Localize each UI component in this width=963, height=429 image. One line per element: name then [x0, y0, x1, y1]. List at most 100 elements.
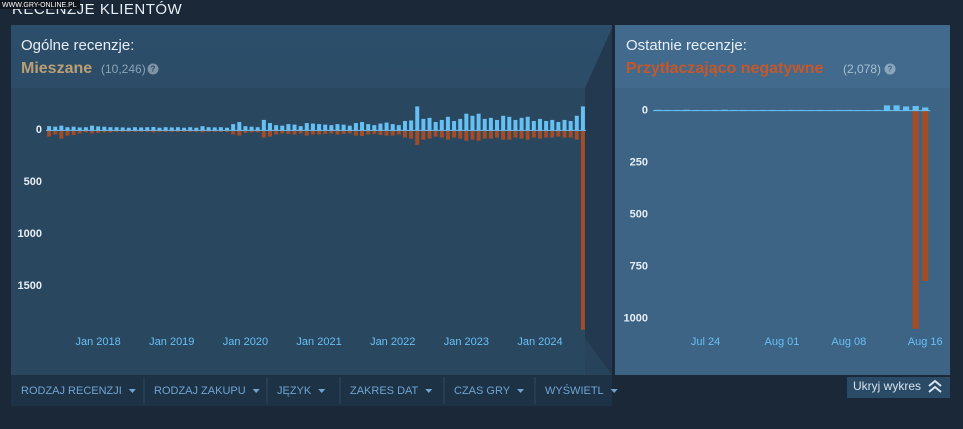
negative-bar — [513, 130, 518, 138]
negative-bar — [120, 130, 125, 132]
negative-bar — [267, 130, 272, 137]
positive-bar — [580, 106, 585, 131]
negative-bar — [452, 130, 457, 138]
positive-bar — [102, 126, 107, 131]
y-tick-label: 500 — [630, 208, 648, 220]
negative-bar — [433, 130, 438, 137]
negative-bar — [507, 130, 512, 140]
positive-bar — [501, 115, 506, 131]
positive-bar — [384, 122, 389, 131]
positive-bar — [458, 118, 463, 131]
positive-bar — [218, 127, 223, 131]
negative-bar — [525, 130, 530, 140]
help-icon[interactable] — [884, 63, 896, 75]
negative-bar — [304, 130, 309, 136]
positive-bar — [114, 127, 119, 131]
negative-bar — [47, 130, 52, 137]
negative-bar — [409, 130, 414, 139]
summary-count: (2,078) — [843, 62, 881, 76]
recent-plot — [615, 88, 950, 375]
y-tick-label: 1500 — [18, 280, 42, 292]
negative-bar — [922, 110, 929, 281]
x-tick-label: Aug 01 — [765, 336, 800, 348]
positive-bar — [237, 122, 242, 131]
negative-bar — [188, 130, 193, 132]
dropdown-arrow — [517, 389, 525, 393]
negative-bar — [317, 130, 322, 135]
negative-bar — [556, 130, 561, 137]
toggle-button[interactable] — [847, 377, 950, 398]
filter-label[interactable]: CZAS GRY — [454, 385, 511, 397]
positive-bar — [372, 125, 377, 131]
negative-bar — [59, 130, 64, 139]
x-tick-label: Jan 2018 — [76, 336, 121, 348]
negative-bar — [537, 130, 542, 139]
filter-label[interactable]: RODZAJ ZAKUPU — [154, 385, 246, 397]
negative-bar — [347, 130, 352, 134]
toggle-icon — [928, 379, 942, 393]
positive-bar — [90, 125, 95, 131]
positive-bar — [922, 107, 929, 111]
x-tick-label: Jan 2022 — [370, 336, 415, 348]
negative-bar — [495, 130, 500, 138]
positive-bar — [366, 124, 371, 131]
dropdown-arrow — [252, 389, 260, 393]
summary-label: Ogólne recenzje: — [21, 37, 134, 54]
positive-bar — [175, 127, 180, 131]
negative-bar — [83, 130, 88, 133]
positive-bar — [151, 127, 156, 131]
negative-bar — [157, 130, 162, 132]
negative-bar — [323, 130, 328, 134]
negative-bar — [464, 130, 469, 141]
y-tick-label: 1000 — [624, 312, 648, 324]
filter-bar — [11, 375, 612, 406]
help-icon[interactable] — [147, 63, 159, 75]
negative-bar — [445, 130, 450, 140]
negative-bar — [65, 130, 70, 136]
negative-bar — [482, 130, 487, 139]
negative-bar — [175, 130, 180, 132]
filter-label[interactable]: JĘZYK — [277, 385, 312, 397]
negative-bar — [286, 130, 291, 134]
summary-label: Ostatnie recenzje: — [626, 37, 747, 54]
positive-bar — [310, 123, 315, 131]
filter-label[interactable]: ZAKRES DAT — [350, 385, 419, 397]
negative-bar — [550, 130, 555, 138]
negative-bar — [77, 130, 82, 134]
negative-bar — [501, 130, 506, 140]
positive-bar — [883, 105, 891, 111]
negative-bar — [458, 130, 463, 139]
positive-bar — [562, 119, 567, 131]
positive-bar — [488, 117, 493, 131]
negative-bar — [163, 130, 168, 132]
negative-bar — [384, 130, 389, 136]
positive-bar — [421, 118, 426, 131]
negative-bar — [231, 130, 236, 135]
y-tick-label: 1000 — [18, 228, 42, 240]
negative-bar — [255, 130, 260, 133]
positive-bar — [568, 120, 573, 131]
positive-bar — [415, 106, 420, 131]
help-text: ? — [888, 65, 893, 74]
negative-bar — [206, 130, 211, 132]
positive-bar — [335, 124, 340, 131]
negative-bar — [415, 130, 420, 145]
positive-bar — [274, 125, 279, 131]
dropdown-arrow — [318, 389, 326, 393]
filter-label[interactable]: WYŚWIETL — [545, 384, 604, 397]
negative-bar — [114, 130, 119, 132]
positive-bar — [544, 120, 549, 131]
positive-bar — [556, 122, 561, 131]
negative-bar — [366, 130, 371, 135]
negative-bar — [53, 130, 58, 135]
positive-bar — [519, 117, 524, 131]
positive-bar — [243, 126, 248, 131]
x-tick-label: Aug 16 — [908, 336, 943, 348]
negative-bar — [396, 130, 401, 135]
positive-bar — [390, 124, 395, 131]
negative-bar — [126, 130, 131, 132]
negative-bar — [108, 130, 113, 133]
watermark-bg — [0, 0, 80, 9]
filter-label[interactable]: RODZAJ RECENZJI — [21, 385, 122, 397]
positive-bar — [323, 124, 328, 131]
